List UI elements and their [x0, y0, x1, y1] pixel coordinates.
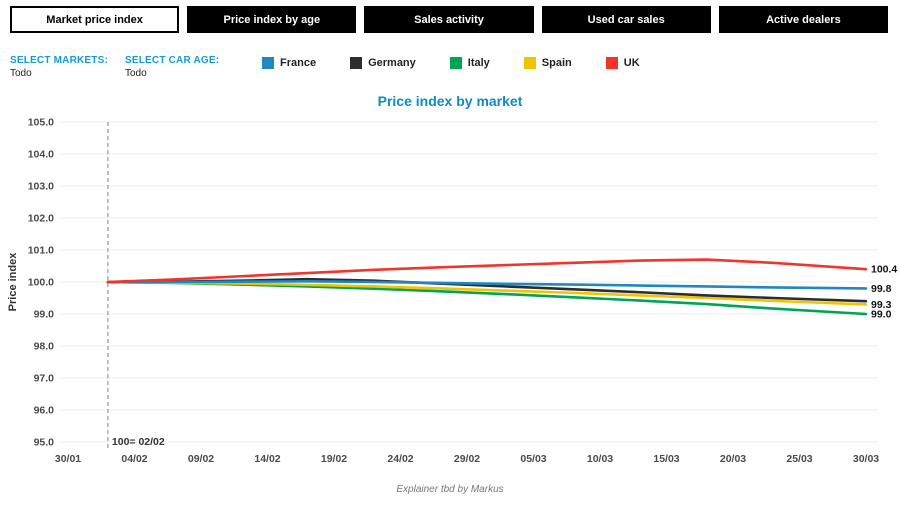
y-axis-tick-label: 96.0 — [34, 405, 55, 417]
x-axis-tick-label: 14/02 — [254, 453, 280, 465]
italy-color-swatch — [449, 57, 462, 69]
markets-filter[interactable]: SELECT MARKETS: Todo — [10, 55, 125, 79]
series-line-uk — [106, 258, 868, 284]
filter-panel: SELECT MARKETS: Todo SELECT CAR AGE: Tod… — [10, 55, 240, 79]
spain-color-swatch — [523, 57, 536, 69]
uk-color-swatch — [605, 57, 618, 69]
y-axis-tick-label: 99.0 — [34, 309, 55, 321]
x-axis-tick-label: 20/03 — [720, 453, 746, 465]
y-axis-title: Price index — [7, 252, 19, 312]
tab-used-car-sales[interactable]: Used car sales — [541, 6, 711, 33]
x-axis-tick-label: 29/02 — [454, 453, 480, 465]
chart-legend: France Germany Italy Spain UK — [262, 57, 640, 69]
legend-item-france[interactable]: France — [262, 57, 316, 69]
price-index-chart: 105.0 104.0 103.0 102.0 101.0 100.0 99.0 98.0 97… — [7, 117, 897, 466]
y-axis-tick-label: 98.0 — [34, 341, 55, 353]
car-age-filter-label: SELECT CAR AGE: — [125, 55, 220, 66]
series-end-label-france: 99.8 — [871, 283, 892, 295]
legend-label: Italy — [467, 57, 490, 69]
y-axis-tick-label: 104.0 — [28, 149, 54, 161]
series-end-label-italy: 99.0 — [871, 309, 892, 321]
x-axis-tick-label: 24/02 — [387, 453, 413, 465]
y-axis-tick-label: 102.0 — [28, 213, 54, 225]
x-axis-tick-label: 25/03 — [786, 453, 812, 465]
series-end-label-uk: 100.4 — [871, 264, 897, 276]
markets-filter-label: SELECT MARKETS: — [10, 55, 108, 66]
legend-item-spain[interactable]: Spain — [523, 57, 572, 69]
legend-label: Germany — [368, 57, 416, 69]
chart-title: Price index by market — [377, 93, 523, 109]
x-axis-tick-label: 05/03 — [520, 453, 546, 465]
y-axis-tick-label: 100.0 — [28, 277, 54, 289]
germany-color-swatch — [350, 57, 363, 69]
x-axis-tick-label: 09/02 — [188, 453, 214, 465]
legend-label: France — [280, 57, 317, 69]
tab-price-index-by-age[interactable]: Price index by age — [187, 6, 357, 33]
series-end-label-spain: 99.3 — [871, 299, 892, 311]
x-axis-tick-label: 30/01 — [55, 453, 81, 465]
legend-item-italy[interactable]: Italy — [449, 57, 490, 69]
reference-line-label: 100= 02/02 — [112, 436, 165, 448]
legend-item-uk[interactable]: UK — [605, 57, 640, 69]
legend-label: Spain — [541, 57, 572, 69]
x-axis-tick-label: 10/03 — [587, 453, 613, 465]
tab-sales-activity[interactable]: Sales activity — [364, 6, 534, 33]
car-age-filter-value[interactable]: Todo — [125, 68, 147, 79]
x-axis-tick-label: 15/03 — [653, 453, 679, 465]
footer-note: Explainer tbd by Markus — [396, 484, 504, 495]
markets-filter-value[interactable]: Todo — [10, 68, 32, 79]
y-axis-tick-label: 97.0 — [34, 373, 55, 385]
tab-market-price-index[interactable]: Market price index — [10, 6, 180, 33]
x-axis-tick-label: 04/02 — [121, 453, 147, 465]
y-axis-tick-label: 105.0 — [28, 117, 54, 129]
tab-bar: Market price index Price index by age Sa… — [10, 6, 889, 33]
y-axis-tick-label: 95.0 — [34, 437, 55, 449]
series-line-france — [106, 280, 868, 290]
legend-label: UK — [623, 57, 640, 69]
france-color-swatch — [262, 57, 274, 69]
x-axis-tick-label: 19/02 — [321, 453, 347, 465]
y-axis-tick-label: 103.0 — [28, 181, 54, 193]
series-line-spain — [106, 280, 868, 306]
x-axis-tick-label: 30/03 — [853, 453, 879, 465]
legend-item-germany[interactable]: Germany — [350, 57, 416, 69]
car-age-filter[interactable]: SELECT CAR AGE: Todo — [125, 55, 240, 79]
y-axis-tick-label: 101.0 — [28, 245, 54, 257]
tab-active-dealers[interactable]: Active dealers — [718, 6, 889, 33]
